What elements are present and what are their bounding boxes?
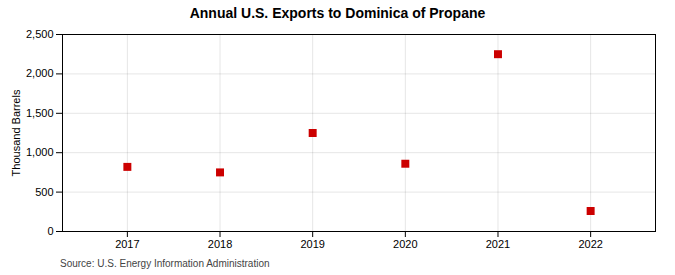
svg-text:500: 500 <box>35 186 53 198</box>
svg-text:1,500: 1,500 <box>26 107 54 119</box>
html-text:Source: U.S. Energy Informatio: Source: U.S. Energy Information Administ… <box>60 258 270 269</box>
html-text:Annual U.S. Exports to Dominic: Annual U.S. Exports to Dominica of Propa… <box>189 5 486 21</box>
svg-text:2019: 2019 <box>300 238 324 250</box>
svg-text:2018: 2018 <box>208 238 232 250</box>
svg-text:2017: 2017 <box>115 238 139 250</box>
svg-text:2022: 2022 <box>578 238 602 250</box>
svg-text:2,000: 2,000 <box>26 67 54 79</box>
svg-text:0: 0 <box>47 225 53 237</box>
svg-text:Thousand Barrels: Thousand Barrels <box>10 89 22 176</box>
svg-text:1,000: 1,000 <box>26 146 54 158</box>
svg-text:2021: 2021 <box>486 238 510 250</box>
svg-text:2,500: 2,500 <box>26 28 54 40</box>
svg-text:2020: 2020 <box>393 238 417 250</box>
